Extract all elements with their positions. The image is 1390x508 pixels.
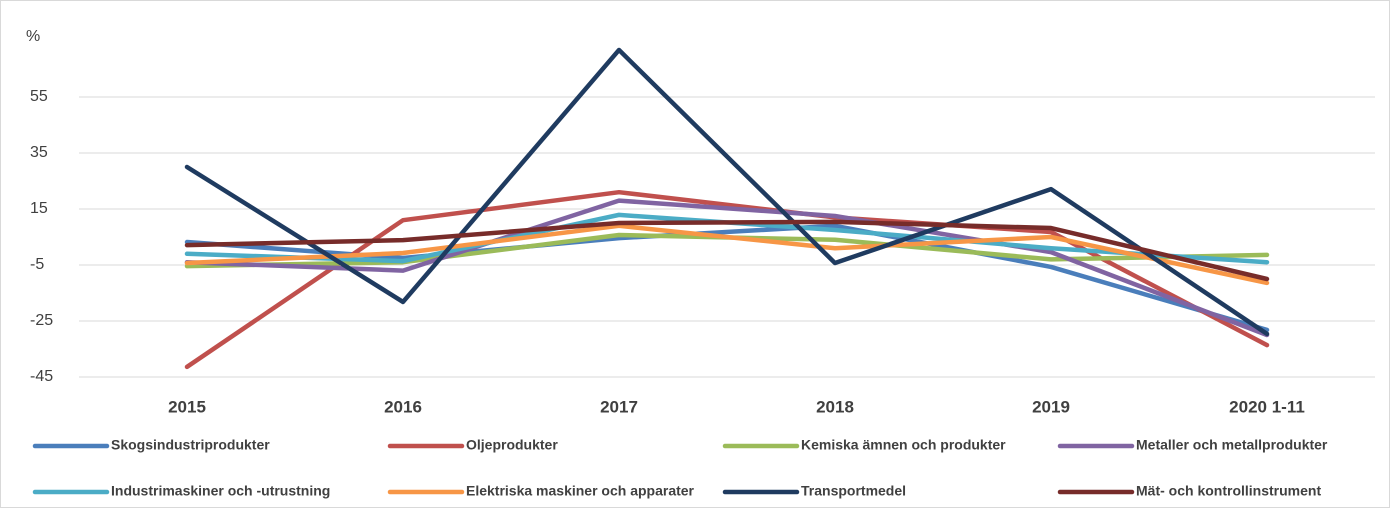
y-tick-label: -45: [30, 368, 53, 385]
y-tick-label: 35: [30, 144, 48, 161]
legend-label: Oljeprodukter: [466, 437, 558, 453]
series-line: [184, 223, 1270, 286]
y-axis-label: %: [26, 28, 40, 45]
series-line: [184, 198, 1270, 338]
x-tick-label: 2020 1-11: [1229, 397, 1305, 416]
x-tick-label: 2016: [384, 397, 422, 416]
series-line: [184, 219, 1270, 282]
x-tick-label: 2018: [816, 397, 854, 416]
x-tick-label: 2017: [600, 397, 638, 416]
legend-label: Skogsindustriprodukter: [111, 437, 270, 453]
legend-label: Transportmedel: [801, 483, 906, 499]
legend-label: Industrimaskiner och -utrustning: [111, 483, 330, 499]
legend-label: Elektriska maskiner och apparater: [466, 483, 695, 499]
legend-label: Metaller och metallprodukter: [1136, 437, 1328, 453]
x-tick-label: 2019: [1032, 397, 1070, 416]
legend-label: Mät- och kontrollinstrument: [1136, 483, 1321, 499]
y-tick-label: 55: [30, 88, 48, 105]
series-line: [184, 47, 1270, 337]
y-tick-label: 15: [30, 200, 48, 217]
x-tick-label: 2015: [168, 397, 206, 416]
y-tick-label: -25: [30, 312, 53, 329]
y-tick-label: -5: [30, 256, 44, 273]
legend-label: Kemiska ämnen och produkter: [801, 437, 1006, 453]
